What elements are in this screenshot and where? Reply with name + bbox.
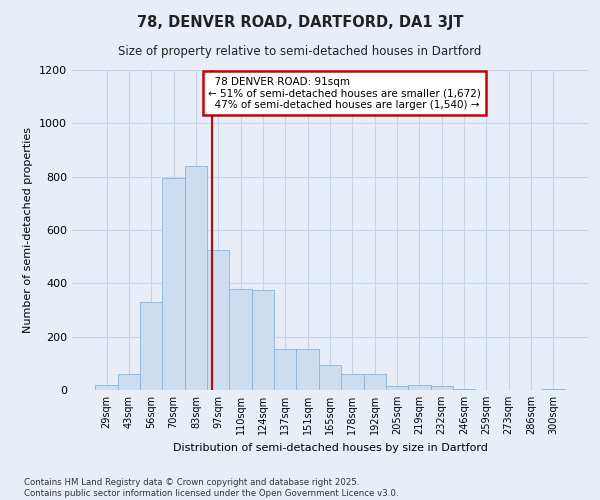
Bar xyxy=(95,384,118,390)
Bar xyxy=(163,178,185,390)
Bar xyxy=(431,386,453,390)
Text: Size of property relative to semi-detached houses in Dartford: Size of property relative to semi-detach… xyxy=(118,45,482,58)
Bar xyxy=(252,290,274,390)
Bar xyxy=(229,288,252,390)
Bar xyxy=(140,302,163,390)
Bar xyxy=(341,374,364,390)
Text: 78, DENVER ROAD, DARTFORD, DA1 3JT: 78, DENVER ROAD, DARTFORD, DA1 3JT xyxy=(137,15,463,30)
Bar xyxy=(542,388,565,390)
X-axis label: Distribution of semi-detached houses by size in Dartford: Distribution of semi-detached houses by … xyxy=(173,442,487,452)
Bar xyxy=(453,388,475,390)
Bar xyxy=(185,166,207,390)
Bar xyxy=(386,386,408,390)
Bar xyxy=(118,374,140,390)
Bar xyxy=(408,384,431,390)
Bar xyxy=(274,348,296,390)
Bar xyxy=(296,348,319,390)
Text: Contains HM Land Registry data © Crown copyright and database right 2025.
Contai: Contains HM Land Registry data © Crown c… xyxy=(24,478,398,498)
Bar xyxy=(319,364,341,390)
Bar xyxy=(207,250,229,390)
Y-axis label: Number of semi-detached properties: Number of semi-detached properties xyxy=(23,127,34,333)
Bar xyxy=(364,374,386,390)
Text: 78 DENVER ROAD: 91sqm
← 51% of semi-detached houses are smaller (1,672)
  47% of: 78 DENVER ROAD: 91sqm ← 51% of semi-deta… xyxy=(208,76,481,110)
